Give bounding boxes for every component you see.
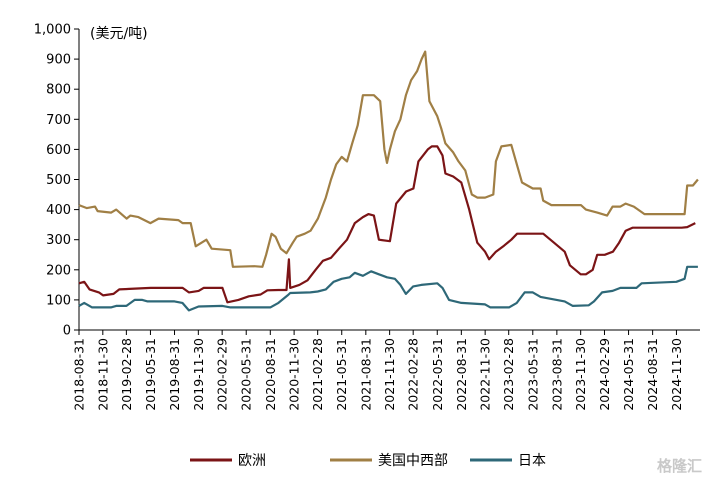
y-tick-label: 500 (46, 173, 71, 188)
x-tick-label: 2020-05-31 (239, 338, 254, 411)
x-tick-label: 2021-02-28 (310, 338, 325, 411)
x-tick-label: 2020-02-29 (215, 338, 230, 411)
y-tick-label: 400 (46, 203, 71, 218)
x-tick-label: 2019-11-30 (191, 338, 206, 411)
x-tick-label: 2019-08-31 (167, 338, 182, 411)
x-tick-label: 2022-05-31 (430, 338, 445, 411)
y-tick-label: 300 (46, 233, 71, 248)
legend: 欧洲 美国中西部 日本 (190, 453, 546, 469)
y-axis: 0 100 200 300 400 500 600 700 800 900 1,000 (34, 23, 80, 339)
x-tick-label: 2021-08-31 (358, 338, 373, 411)
legend-label-2: 日本 (518, 453, 546, 469)
unit-label: (美元/吨) (90, 26, 148, 42)
x-tick-label: 2020-11-30 (287, 338, 302, 411)
legend-label-0: 欧洲 (238, 453, 266, 469)
y-tick-label: 0 (63, 324, 71, 339)
series-line-0 (78, 145, 696, 304)
x-tick-label: 2021-05-31 (334, 338, 349, 411)
x-tick-label: 2018-08-31 (72, 338, 87, 411)
x-tick-label: 2022-08-31 (454, 338, 469, 411)
x-tick-label: 2022-11-30 (478, 338, 493, 411)
y-tick-label: 700 (46, 113, 71, 128)
x-tick-label: 2022-02-28 (406, 338, 421, 411)
x-tick-label: 2020-08-31 (263, 338, 278, 411)
series-line-1 (78, 50, 699, 268)
legend-label-1: 美国中西部 (378, 453, 448, 469)
x-tick-label: 2023-05-31 (525, 338, 540, 411)
y-tick-label: 200 (46, 263, 71, 278)
y-tick-label: 800 (46, 83, 71, 98)
series-line-2 (78, 265, 698, 312)
watermark-logo: 格隆汇 (656, 457, 702, 475)
x-tick-label: 2023-11-30 (573, 338, 588, 411)
x-tick-label: 2019-05-31 (143, 338, 158, 411)
series-lines (78, 50, 699, 312)
x-tick-label: 2023-08-31 (549, 338, 564, 411)
x-tick-label: 2023-02-28 (501, 338, 516, 411)
x-tick-label: 2019-02-28 (119, 338, 134, 411)
x-tick-label: 2024-08-31 (645, 338, 660, 411)
x-tick-label: 2021-11-30 (382, 338, 397, 411)
y-tick-label: 1,000 (34, 23, 71, 38)
y-tick-label: 600 (46, 143, 71, 158)
y-tick-label: 100 (46, 293, 71, 308)
x-tick-label: 2024-05-31 (621, 338, 636, 411)
x-axis: 2018-08-31 2018-11-30 2019-02-28 2019-05-31… (72, 329, 700, 411)
x-tick-label: 2018-11-30 (95, 338, 110, 411)
y-tick-label: 900 (46, 53, 71, 68)
x-tick-label: 2024-02-29 (597, 338, 612, 411)
x-tick-label: 2024-11-30 (669, 338, 684, 411)
